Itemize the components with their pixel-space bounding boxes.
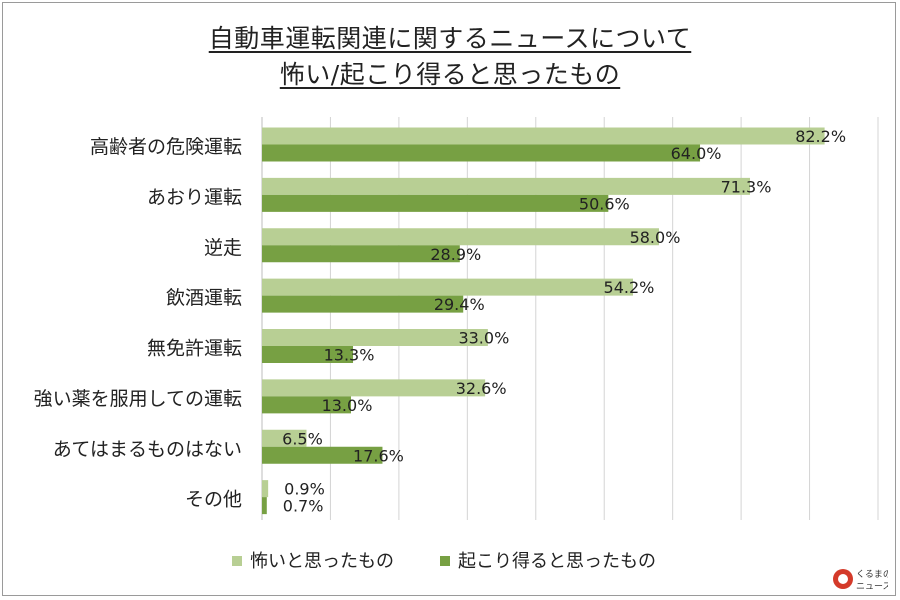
bar-likely (262, 497, 267, 515)
bar-fear (262, 228, 659, 246)
bar-fear (262, 480, 269, 498)
kuruma-no-news-logo: くるまの ニュース (833, 569, 888, 592)
data-label: 0.7% (283, 497, 324, 516)
category-label: 高齢者の危険運転 (90, 136, 242, 158)
bar-likely (262, 346, 354, 363)
chart-title-line-1: 自動車運転関連に関するニュースについて (208, 24, 692, 53)
data-label: 13.3% (324, 346, 375, 365)
bar-likely (262, 396, 351, 414)
data-label: 54.2% (604, 278, 655, 297)
logo-text-2: ニュース (856, 582, 888, 592)
data-label: 82.2% (795, 127, 846, 146)
data-label: 58.0% (630, 228, 681, 247)
bar-fear (262, 278, 633, 296)
category-label: あてはまるものはない (53, 438, 242, 460)
data-label: 0.9% (284, 480, 325, 499)
data-label: 13.0% (322, 396, 373, 415)
data-label: 32.6% (456, 379, 507, 398)
data-label: 17.6% (353, 446, 404, 465)
category-label: 飲酒運転 (166, 287, 242, 309)
data-label: 50.6% (579, 194, 630, 213)
legend-label-likely: 起こり得ると思ったもの (458, 551, 656, 572)
data-label: 6.5% (282, 429, 323, 448)
bar-likely (262, 446, 383, 464)
data-label: 71.3% (721, 177, 772, 196)
category-label: 強い薬を服用しての運転 (34, 388, 242, 410)
bar-fear (262, 329, 488, 346)
legend-swatch-fear (232, 556, 242, 566)
bar-likely (262, 194, 609, 212)
category-label: 無免許運転 (147, 338, 242, 360)
bar-fear (262, 177, 751, 195)
legend-swatch-likely (440, 556, 450, 566)
bar-fear (262, 127, 825, 145)
data-label: 28.9% (430, 245, 481, 264)
bar-likely (262, 144, 701, 162)
chart-title-line-2: 怖い/起こり得ると思ったもの (279, 60, 621, 89)
data-label: 29.4% (434, 295, 485, 314)
bar-fear (262, 379, 486, 397)
bar-likely (262, 295, 464, 313)
logo-text-1: くるまの (856, 569, 888, 580)
legend-label-fear: 怖いと思ったもの (250, 551, 394, 572)
category-label: 逆走 (204, 237, 242, 259)
category-label: あおり運転 (147, 186, 242, 208)
data-label: 33.0% (458, 329, 509, 348)
data-label: 64.0% (671, 144, 722, 163)
bar-likely (262, 245, 460, 263)
category-label: その他 (185, 489, 242, 511)
bar-fear (262, 429, 307, 447)
